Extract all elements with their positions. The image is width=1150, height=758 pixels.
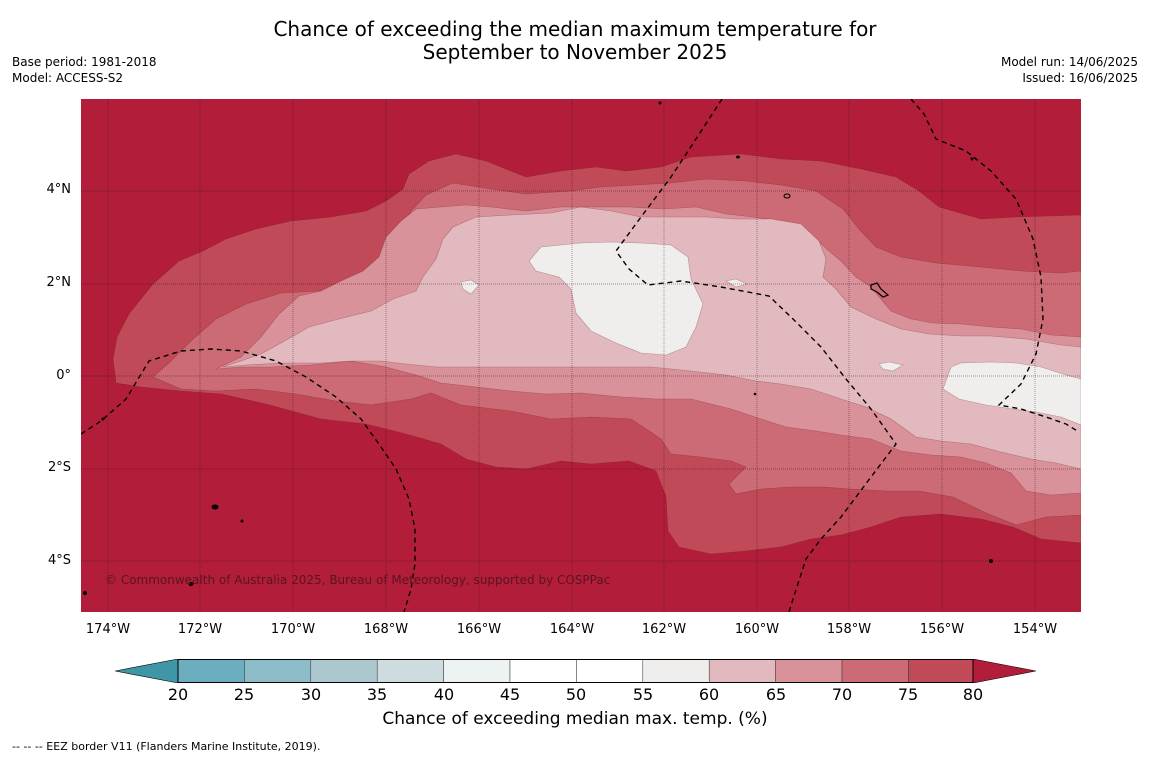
colorbar-tick-55: 55 [632, 685, 654, 704]
contour-55-islet [460, 279, 480, 295]
colorbar-tick-35: 35 [366, 685, 388, 704]
island-6 [658, 101, 662, 105]
island-kiritimati [870, 282, 890, 298]
map-title-line1: Chance of exceeding the median maximum t… [273, 17, 877, 41]
base-period-text: Base period: 1981-2018 [12, 55, 157, 69]
colorbar-tick-60: 60 [698, 685, 720, 704]
lat-label-4n: 4°N [46, 182, 72, 197]
map-svg [81, 99, 1081, 612]
lon-label-170w: 170°W [270, 622, 316, 637]
contour-55-islet-3 [878, 361, 904, 372]
colorbar-tick-65: 65 [765, 685, 787, 704]
lon-label-166w: 166°W [456, 622, 502, 637]
lat-label-2s: 2°S [47, 460, 71, 475]
colorbar-tick-75: 75 [897, 685, 919, 704]
island-2 [188, 582, 194, 586]
lon-label-172w: 172°W [177, 622, 223, 637]
island-7 [989, 559, 993, 563]
lat-label-4s: 4°S [47, 553, 71, 568]
lon-label-164w: 164°W [549, 622, 595, 637]
colorbar-segment-70-75 [841, 659, 909, 683]
map-panel: © Commonwealth of Australia 2025, Bureau… [81, 99, 1081, 612]
map-title: Chance of exceeding the median maximum t… [0, 18, 1150, 64]
lat-label-2n: 2°N [46, 275, 72, 290]
lon-label-156w: 156°W [919, 622, 965, 637]
island-4 [783, 193, 791, 199]
colorbar-segment-60-65 [708, 659, 776, 683]
lon-label-158w: 158°W [826, 622, 872, 637]
contour-55-east [942, 361, 1081, 426]
meta-right: Model run: 14/06/2025 Issued: 16/06/2025 [1001, 54, 1138, 86]
colorbar-tick-80: 80 [962, 685, 984, 704]
colorbar-arrow-high [972, 659, 1036, 683]
colorbar-segment-65-70 [775, 659, 843, 683]
lon-label-168w: 168°W [363, 622, 409, 637]
issued-text: Issued: 16/06/2025 [1022, 71, 1138, 85]
colorbar-tick-50: 50 [565, 685, 587, 704]
island-8 [970, 157, 974, 161]
colorbar-segment-35-40 [376, 659, 444, 683]
eez-border-west [81, 348, 416, 612]
island-1 [240, 519, 244, 523]
colorbar-tick-25: 25 [233, 685, 255, 704]
colorbar-segment-55-60 [642, 659, 710, 683]
colorbar-segment-75-80 [908, 659, 974, 683]
colorbar-segment-45-50 [509, 659, 577, 683]
islands [83, 101, 993, 595]
lon-label-154w: 154°W [1012, 622, 1058, 637]
colorbar-arrow-low [115, 659, 179, 683]
lat-label-0: 0° [56, 368, 71, 383]
colorbar-tick-20: 20 [167, 685, 189, 704]
colorbar [115, 659, 1036, 683]
colorbar-segment-50-55 [576, 659, 644, 683]
lon-label-174w: 174°W [85, 622, 131, 637]
model-text: Model: ACCESS-S2 [12, 71, 124, 85]
colorbar-tick-40: 40 [433, 685, 455, 704]
island-9 [753, 392, 757, 396]
eez-border-east [910, 99, 1080, 433]
eez-border-central [615, 99, 897, 612]
copyright-text: © Commonwealth of Australia 2025, Bureau… [105, 573, 611, 587]
lon-label-160w: 160°W [734, 622, 780, 637]
eez-borders [81, 99, 1080, 612]
island-5 [736, 155, 740, 159]
map-title-line2: September to November 2025 [422, 40, 728, 64]
colorbar-outline [177, 659, 974, 683]
island-10 [101, 417, 105, 421]
model-run-text: Model run: 14/06/2025 [1000, 55, 1138, 69]
colorbar-tick-30: 30 [300, 685, 322, 704]
colorbar-label: Chance of exceeding median max. temp. (%… [382, 709, 768, 729]
colorbar-segment-30-35 [310, 659, 378, 683]
lon-label-162w: 162°W [641, 622, 687, 637]
colorbar-segment-40-45 [443, 659, 511, 683]
colorbar-segment-25-30 [244, 659, 312, 683]
graticule [81, 99, 1081, 612]
colorbar-tick-70: 70 [831, 685, 853, 704]
island-3 [83, 591, 87, 595]
meta-left: Base period: 1981-2018 Model: ACCESS-S2 [12, 54, 157, 86]
eez-footnote: -- -- -- EEZ border V11 (Flanders Marine… [12, 740, 321, 753]
contour-55-north [528, 241, 704, 356]
colorbar-segment-20-25 [177, 659, 245, 683]
island-starbuck-1 [211, 504, 219, 510]
colorbar-tick-45: 45 [499, 685, 521, 704]
